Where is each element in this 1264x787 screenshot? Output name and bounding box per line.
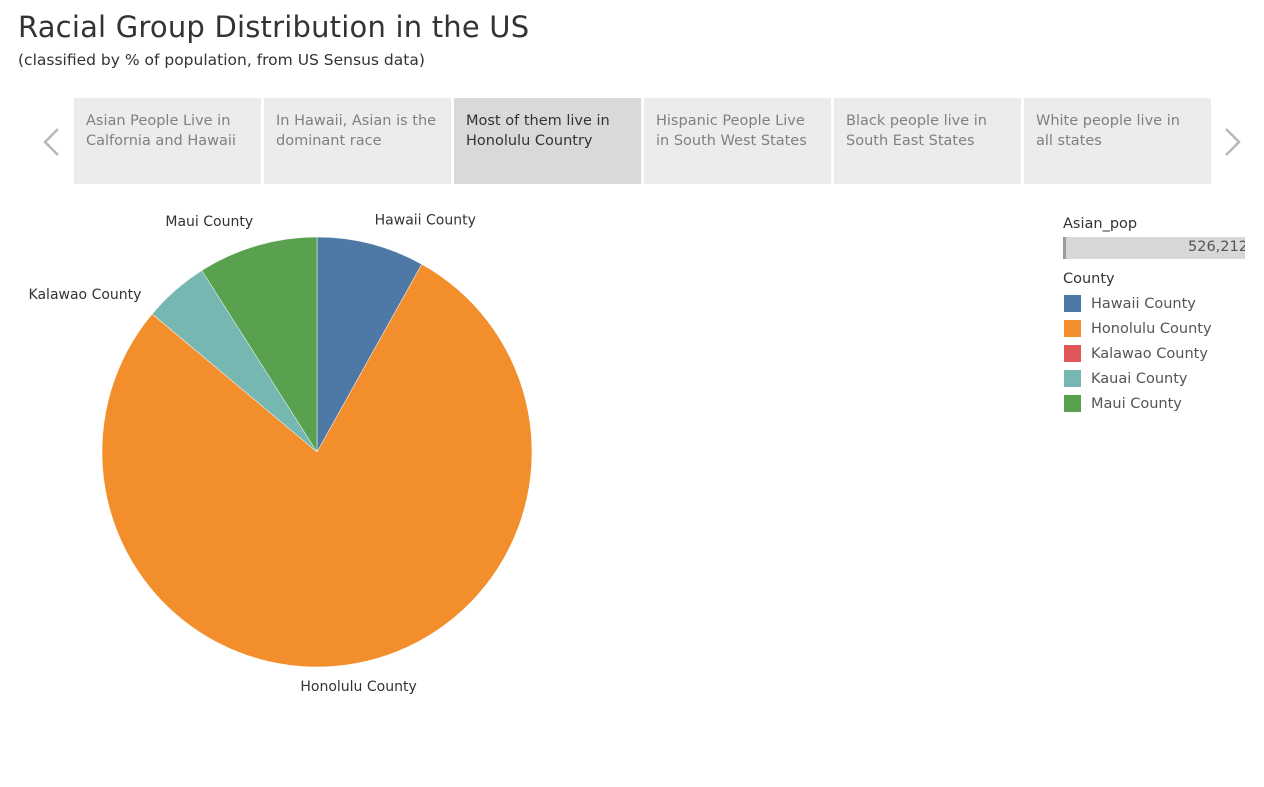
page-title: Racial Group Distribution in the US <box>18 10 530 44</box>
story-point[interactable]: Black people live in South East States <box>834 98 1021 184</box>
pie-data-label: Honolulu County <box>300 679 416 695</box>
legend-item-label: Hawaii County <box>1091 295 1196 312</box>
legend-swatch <box>1064 320 1081 337</box>
legend-item[interactable]: Kalawao County <box>1063 341 1264 366</box>
story-point[interactable]: Hispanic People Live in South West State… <box>644 98 831 184</box>
story-point[interactable]: Asian People Live in Calfornia and Hawai… <box>74 98 261 184</box>
story-point[interactable]: Most of them live in Honolulu Country <box>454 98 641 184</box>
legend-panel: Asian_pop 526,212 County Hawaii County H… <box>1063 214 1264 416</box>
legend-swatch <box>1064 345 1081 362</box>
color-legend-title: County <box>1063 271 1115 287</box>
story-point-navigator: Asian People Live in Calfornia and Hawai… <box>74 98 1211 184</box>
story-point[interactable]: In Hawaii, Asian is the dominant race <box>264 98 451 184</box>
chevron-left-icon[interactable] <box>38 120 68 164</box>
pie-chart: Hawaii County Honolulu County Kalawao Coun… <box>29 212 533 695</box>
legend-item-label: Kalawao County <box>1091 345 1208 362</box>
size-legend-value: 526,212 <box>1188 239 1245 255</box>
legend-item[interactable]: Maui County <box>1063 391 1264 416</box>
pie-data-label: Maui County <box>165 214 253 230</box>
legend-item-label: Honolulu County <box>1091 320 1212 337</box>
legend-swatch <box>1064 295 1081 312</box>
legend-item[interactable]: Honolulu County <box>1063 316 1264 341</box>
story-point[interactable]: White people live in all states <box>1024 98 1211 184</box>
legend-item-label: Maui County <box>1091 395 1182 412</box>
color-legend-list: Hawaii County Honolulu County Kalawao Co… <box>1063 291 1264 416</box>
legend-swatch <box>1064 370 1081 387</box>
legend-swatch <box>1064 395 1081 412</box>
legend-item-label: Kauai County <box>1091 370 1188 387</box>
pie-slice-honolulu-county[interactable] <box>101 263 533 668</box>
pie-slice-hawaii-county[interactable] <box>316 236 423 453</box>
page-subtitle: (classified by % of population, from US … <box>18 51 425 69</box>
legend-item[interactable]: Hawaii County <box>1063 291 1264 316</box>
size-legend-bar: 526,212 <box>1063 237 1245 259</box>
pie-data-label: Kalawao County <box>29 287 142 303</box>
pie-slice-maui-county[interactable] <box>201 236 318 453</box>
chevron-right-icon[interactable] <box>1218 120 1248 164</box>
legend-item[interactable]: Kauai County <box>1063 366 1264 391</box>
size-legend-title: Asian_pop <box>1063 216 1138 232</box>
pie-data-label: Hawaii County <box>375 212 476 228</box>
